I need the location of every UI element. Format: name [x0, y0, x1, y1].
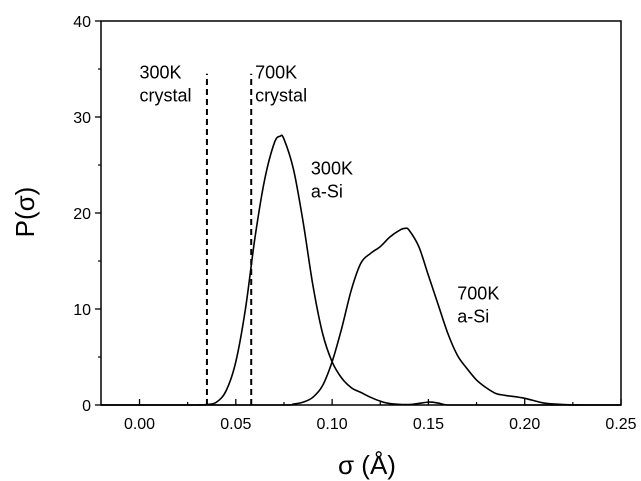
annotation-line: 700K — [457, 283, 499, 303]
curve-annotation: 300K crystal — [140, 63, 192, 106]
annotation-line: 300K — [140, 63, 182, 83]
annotation-line: crystal — [140, 86, 192, 106]
annotation-line: a-Si — [457, 306, 489, 326]
y-tick-label: 30 — [73, 110, 91, 127]
x-tick-label: 0.20 — [509, 416, 540, 433]
x-tick-label: 0.05 — [220, 416, 251, 433]
distribution-curve — [101, 227, 621, 406]
y-tick-label: 40 — [73, 14, 91, 31]
x-tick-label: 0.25 — [605, 416, 636, 433]
x-tick-label: 0.15 — [413, 416, 444, 433]
curve-annotation: 700K crystal — [255, 63, 307, 106]
annotation-line: 300K — [311, 159, 353, 179]
y-tick-label: 10 — [73, 302, 91, 319]
annotation-line: crystal — [255, 86, 307, 106]
axes: 0.00 0.05 0.10 0.15 0.20 0.25 0 10 20 30 40 — [73, 14, 636, 433]
curve-annotation: 700K a-Si — [457, 283, 499, 326]
y-tick-label: 0 — [82, 398, 91, 415]
distribution-curve — [101, 134, 621, 406]
plot-area — [101, 73, 621, 406]
x-axis-title: σ (Å) — [338, 450, 396, 480]
x-tick-label: 0.00 — [124, 416, 155, 433]
annotation-line: 700K — [255, 63, 297, 83]
curve-annotation: 300K a-Si — [311, 159, 353, 202]
x-tick-label: 0.10 — [317, 416, 348, 433]
y-tick-label: 20 — [73, 206, 91, 223]
labels: σ (Å) P(σ) 300K crystal 700K crystal 300K a-S… — [10, 63, 499, 480]
y-axis-title: P(σ) — [10, 187, 40, 238]
annotation-line: a-Si — [311, 182, 343, 202]
